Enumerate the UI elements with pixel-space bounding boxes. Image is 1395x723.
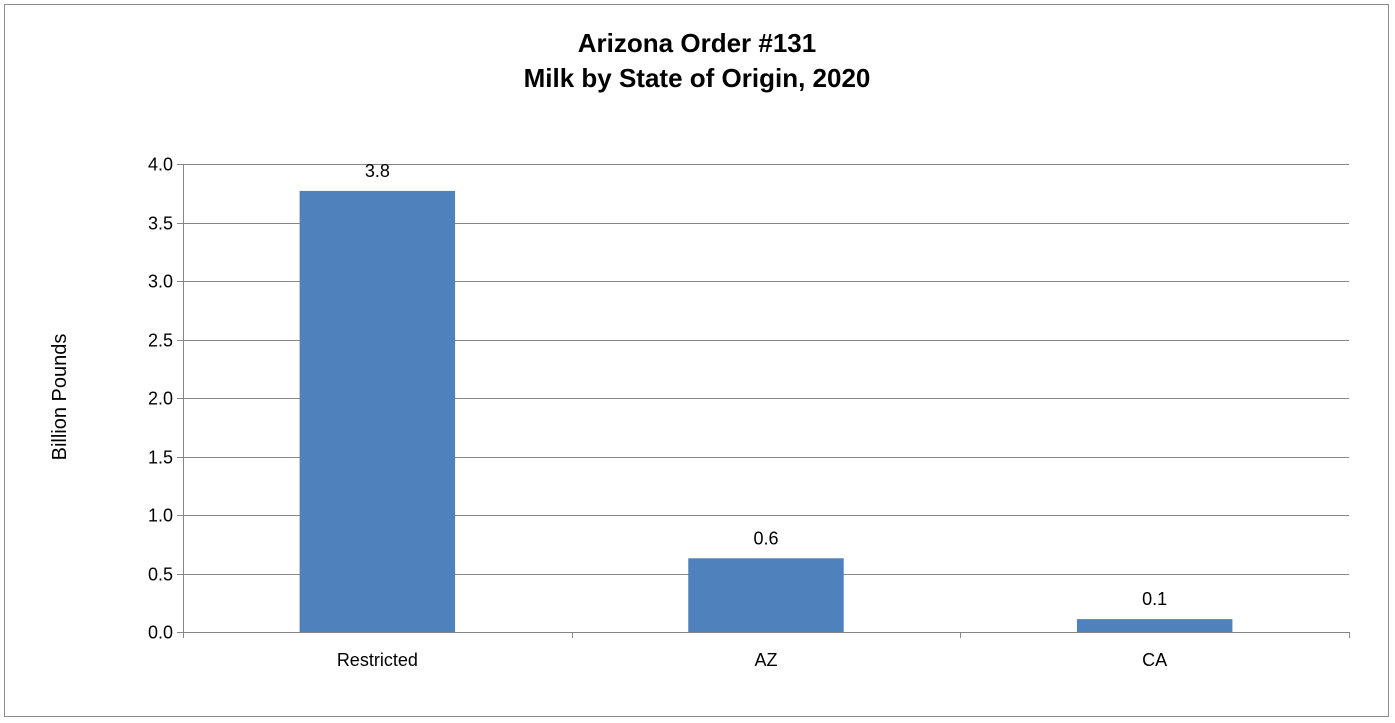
chart-title: Arizona Order #131 Milk by State of Orig…	[524, 28, 871, 93]
x-tick-label-ca: CA	[1142, 650, 1167, 670]
bar-ca	[1076, 619, 1233, 632]
data-label-az: 0.6	[753, 528, 778, 548]
y-tick-label-2: 1.0	[148, 506, 173, 526]
y-tick-label-4: 2.0	[148, 389, 173, 409]
axes	[177, 164, 1350, 638]
data-labels: 3.8 0.6 0.1	[365, 161, 1167, 609]
chart-title-line-1: Arizona Order #131	[578, 28, 816, 58]
y-tick-label-3: 1.5	[148, 448, 173, 468]
y-tick-label-1: 0.5	[148, 565, 173, 585]
data-label-restricted: 3.8	[365, 161, 390, 181]
y-axis-title: Billion Pounds	[49, 334, 71, 461]
y-tick-labels: 0.0 0.5 1.0 1.5 2.0 2.5 3.0 3.5 4.0	[148, 155, 173, 643]
bars	[299, 190, 1233, 632]
y-tick-label-7: 3.5	[148, 214, 173, 234]
y-tick-label-6: 3.0	[148, 272, 173, 292]
data-label-ca: 0.1	[1142, 589, 1167, 609]
y-tick-label-8: 4.0	[148, 155, 173, 175]
x-tick-labels: Restricted AZ CA	[337, 650, 1167, 670]
x-tick-label-az: AZ	[754, 650, 777, 670]
y-tick-label-0: 0.0	[148, 623, 173, 643]
bar-restricted	[299, 190, 456, 632]
y-tick-label-5: 2.5	[148, 331, 173, 351]
bar-az	[688, 558, 844, 632]
x-tick-label-restricted: Restricted	[337, 650, 418, 670]
chart-title-line-2: Milk by State of Origin, 2020	[524, 63, 871, 93]
